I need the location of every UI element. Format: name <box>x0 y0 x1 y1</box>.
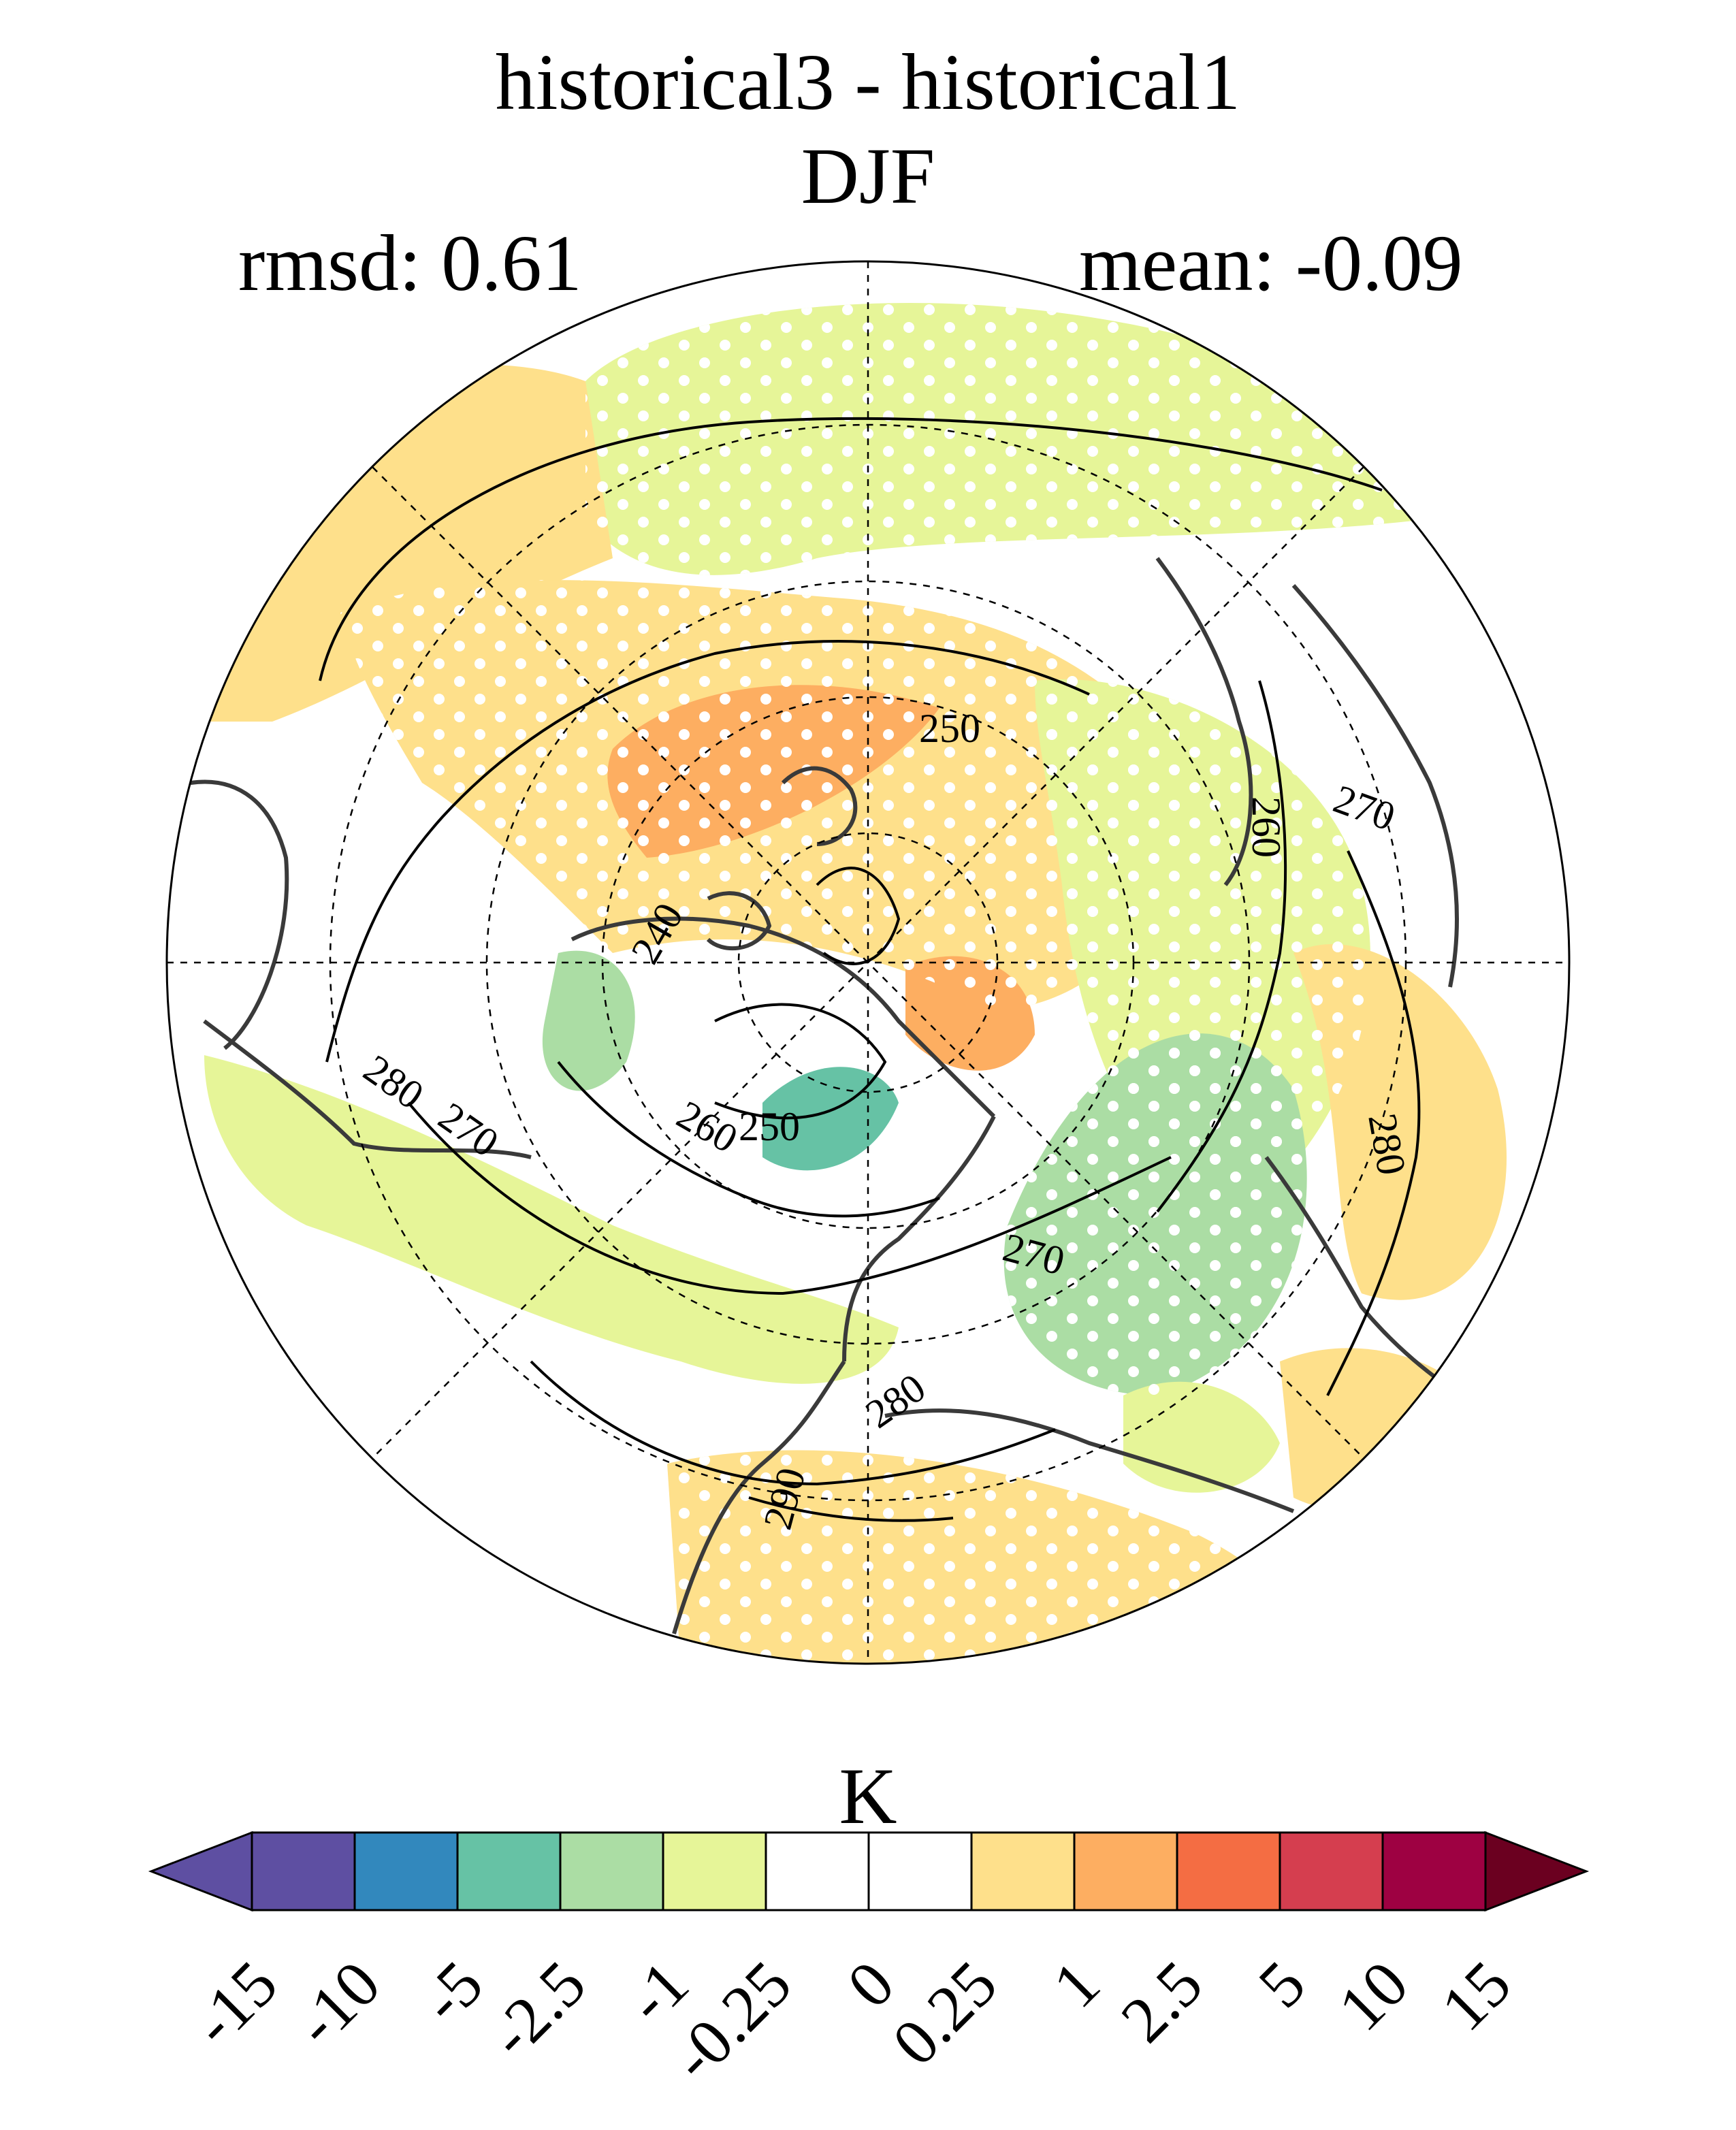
colorbar-box <box>353 1831 459 1911</box>
anomaly-shading <box>167 303 1507 1664</box>
colorbar-box <box>867 1831 973 1911</box>
colorbar-box <box>765 1831 870 1911</box>
rmsd-label: rmsd: 0.61 <box>238 219 582 308</box>
coastlines <box>190 557 1472 1634</box>
graticule <box>167 261 1569 1664</box>
colorbar-box <box>1279 1831 1384 1911</box>
contour-label: 260 <box>1244 796 1289 858</box>
contour-label: 250 <box>919 706 980 751</box>
colorbar-box <box>559 1831 664 1911</box>
title-line-2: DJF <box>801 131 935 221</box>
colorbar-box <box>1176 1831 1281 1911</box>
map-disk: 240 250 250 260 260 270 270 270 280 280 … <box>167 261 1569 1664</box>
temperature-contours <box>319 417 1421 1522</box>
mean-label: mean: -0.09 <box>1079 219 1463 308</box>
colorbar <box>148 1830 1590 1912</box>
colorbar-extend-low <box>148 1830 253 1912</box>
colorbar-box <box>456 1831 562 1911</box>
colorbar-extend-high <box>1484 1830 1590 1912</box>
title-line-1: historical3 - historical1 <box>495 37 1241 127</box>
contour-label: 280 <box>1360 1110 1415 1178</box>
map-boundary <box>165 260 1571 1665</box>
colorbar-box <box>1381 1831 1487 1911</box>
colorbar-box <box>970 1831 1076 1911</box>
contour-label: 250 <box>739 1104 800 1149</box>
colorbar-box <box>251 1831 356 1911</box>
colorbar-box <box>662 1831 767 1911</box>
colorbar-units: K <box>839 1752 897 1841</box>
colorbar-box <box>1073 1831 1178 1911</box>
